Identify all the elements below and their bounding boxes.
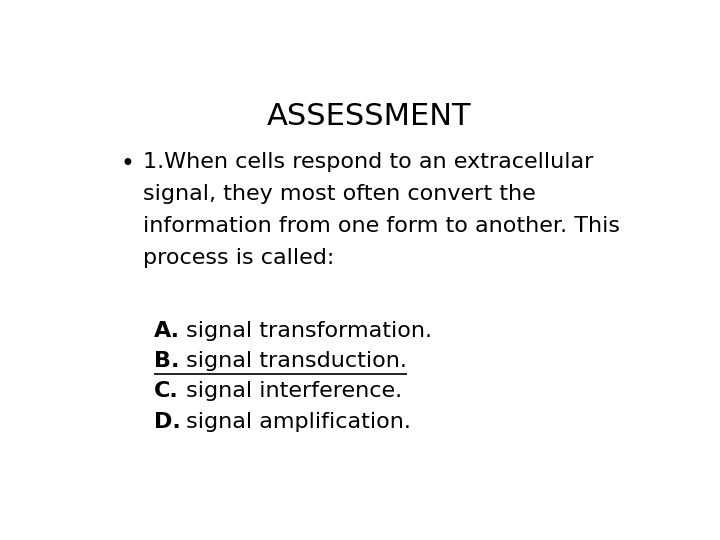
Text: ASSESSMENT: ASSESSMENT	[266, 102, 472, 131]
Text: •: •	[121, 152, 135, 176]
Text: signal transformation.: signal transformation.	[179, 321, 432, 341]
Text: D.: D.	[154, 411, 181, 431]
Text: signal transduction.: signal transduction.	[179, 351, 407, 371]
Text: process is called:: process is called:	[143, 248, 334, 268]
Text: B.: B.	[154, 351, 179, 371]
Text: 1.When cells respond to an extracellular: 1.When cells respond to an extracellular	[143, 152, 593, 172]
Text: signal, they most often convert the: signal, they most often convert the	[143, 184, 536, 204]
Text: signal interference.: signal interference.	[179, 381, 402, 401]
Text: information from one form to another. This: information from one form to another. Th…	[143, 216, 620, 236]
Text: signal amplification.: signal amplification.	[179, 411, 411, 431]
Text: A.: A.	[154, 321, 180, 341]
Text: C.: C.	[154, 381, 179, 401]
